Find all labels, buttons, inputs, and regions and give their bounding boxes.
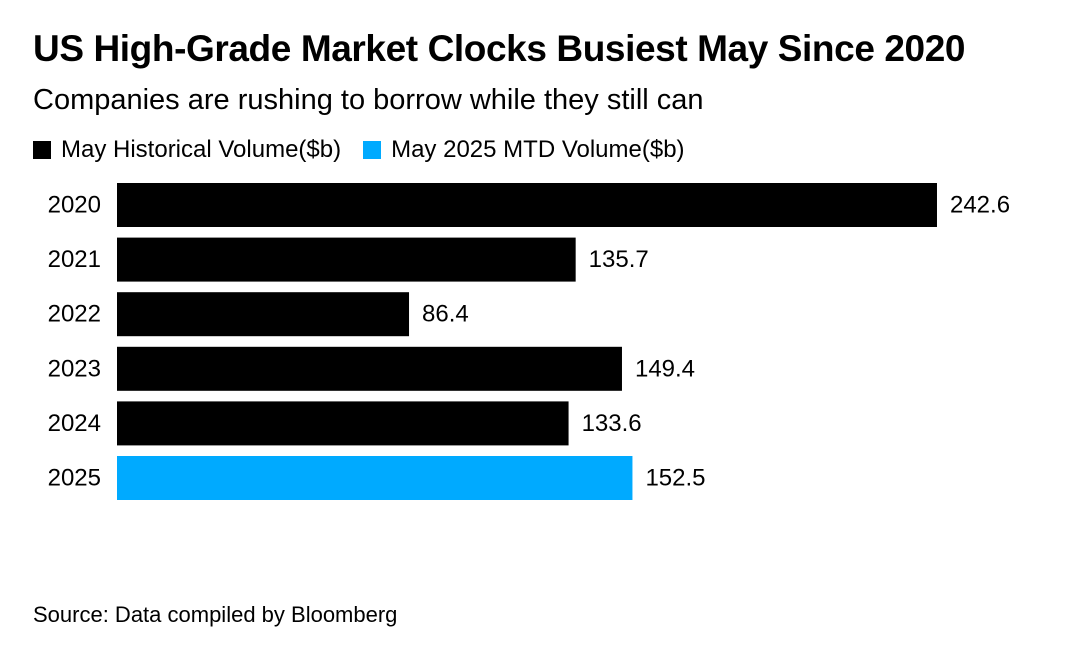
source-note: Source: Data compiled by Bloomberg bbox=[33, 602, 398, 627]
data-label-2022: 86.4 bbox=[422, 301, 469, 328]
category-label-2024: 2024 bbox=[48, 410, 101, 437]
bar-2024 bbox=[117, 401, 569, 446]
legend-item-historical: May Historical Volume($b) bbox=[33, 136, 341, 164]
category-label-2023: 2023 bbox=[48, 355, 101, 382]
legend-label-mtd: May 2025 MTD Volume($b) bbox=[391, 136, 685, 163]
data-label-2024: 133.6 bbox=[582, 410, 642, 437]
bar-2020 bbox=[117, 183, 937, 227]
bar-2023 bbox=[117, 346, 622, 391]
legend-swatch-historical bbox=[33, 141, 51, 159]
legend-item-mtd: May 2025 MTD Volume($b) bbox=[363, 136, 685, 164]
category-label-2020: 2020 bbox=[48, 192, 101, 219]
chart-subtitle: Companies are rushing to borrow while th… bbox=[33, 84, 704, 116]
category-label-2022: 2022 bbox=[48, 301, 101, 328]
data-label-2025: 152.5 bbox=[645, 465, 705, 492]
legend: May Historical Volume($b) May 2025 MTD V… bbox=[33, 136, 707, 164]
data-label-2021: 135.7 bbox=[589, 246, 649, 273]
category-label-2025: 2025 bbox=[48, 465, 101, 492]
data-label-2023: 149.4 bbox=[635, 355, 695, 382]
data-label-2020: 242.6 bbox=[950, 192, 1010, 219]
chart-title: US High-Grade Market Clocks Busiest May … bbox=[33, 28, 966, 69]
legend-swatch-mtd bbox=[363, 141, 382, 159]
bar-2021 bbox=[117, 237, 576, 282]
legend-label-historical: May Historical Volume($b) bbox=[61, 136, 342, 163]
bar-2022 bbox=[117, 292, 410, 337]
bar-2025 bbox=[117, 456, 633, 500]
category-label-2021: 2021 bbox=[48, 246, 101, 273]
